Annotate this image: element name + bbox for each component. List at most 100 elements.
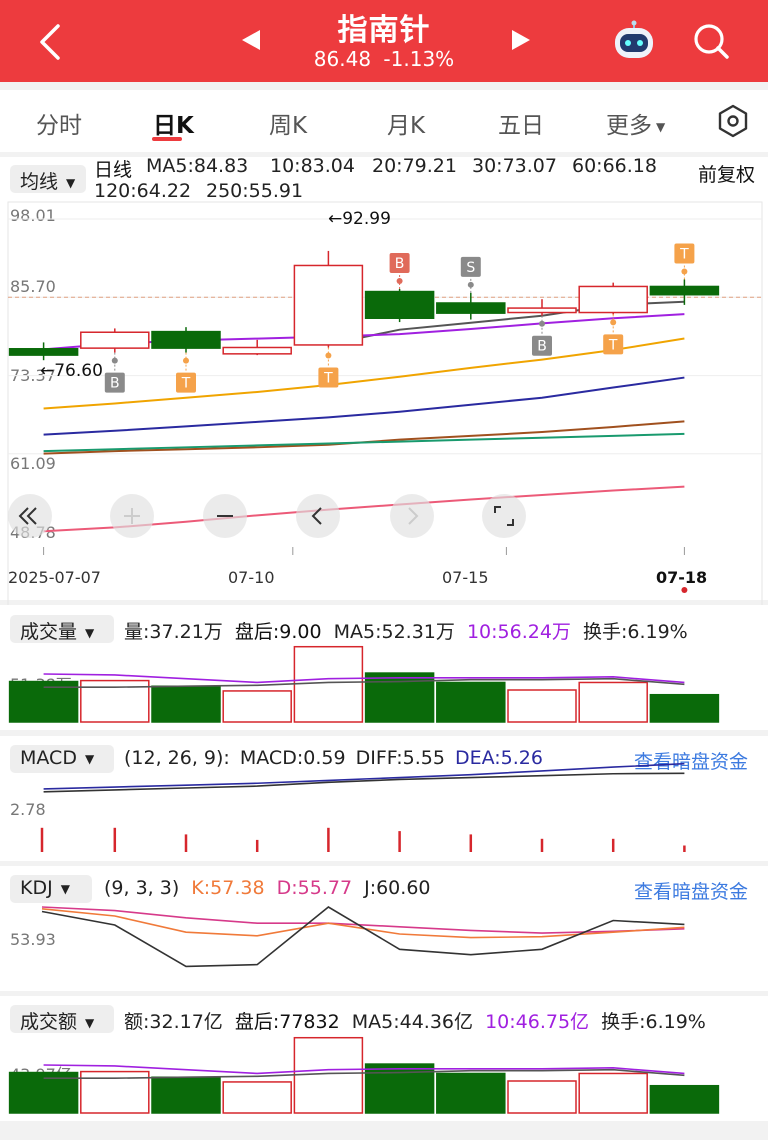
adjust-mode[interactable]: 前复权	[698, 164, 756, 186]
signal-badge	[460, 256, 481, 277]
amount-chart[interactable]	[0, 996, 768, 1121]
high-price-marker: ←92.99	[328, 209, 391, 229]
signal-badge	[104, 372, 125, 393]
tab-daily-k[interactable]: 日K	[153, 113, 194, 139]
amount-ma10: 10:46.75亿	[485, 1011, 590, 1033]
ma250-label: 250:55.91	[206, 180, 304, 202]
signal-label: B	[537, 339, 547, 355]
tab-intraday[interactable]: 分时	[36, 113, 82, 139]
ma20-label: 20:79.21	[372, 155, 457, 177]
amount-ma5: MA5:44.36亿	[351, 1011, 474, 1033]
ma-line-1	[43, 313, 685, 351]
kdj-panel	[0, 866, 768, 991]
back-icon[interactable]	[36, 22, 66, 62]
signal-dot	[325, 352, 332, 359]
macd-selector-label: MACD	[20, 747, 77, 769]
volume-ma10-line	[43, 1064, 685, 1075]
fullscreen-button[interactable]	[482, 494, 526, 538]
kline-chart[interactable]: B T T B S B T T	[0, 157, 768, 713]
kdj-selector[interactable]: KDJ ▼	[10, 875, 92, 903]
candle-down	[436, 302, 506, 314]
volume-bar-down	[8, 680, 79, 723]
volume-bar-up	[507, 1080, 577, 1114]
amount-selector[interactable]: 成交额 ▼	[10, 1005, 114, 1033]
chevron-down-icon: ▼	[656, 119, 666, 134]
tab-weekly-k[interactable]: 周K	[269, 113, 308, 139]
low-price-marker: ←76.60	[40, 361, 103, 381]
amount-stats: 额:32.17亿 盘后:77832 MA5:44.36亿 10:46.75亿 换…	[124, 1007, 706, 1034]
ma120-label: 120:64.22	[94, 180, 192, 202]
macd-selector[interactable]: MACD ▼	[10, 745, 114, 773]
volume-bar-down	[436, 1072, 506, 1114]
chevron-down-icon: ▼	[85, 1015, 95, 1030]
y-tick-2: 85.70	[10, 277, 56, 296]
prev-stock-icon[interactable]	[240, 28, 264, 52]
dark-pool-link-kdj[interactable]: 查看暗盘资金	[634, 881, 749, 903]
settings-hexagon-icon[interactable]	[716, 104, 750, 138]
after-hours-value: 盘后:9.00	[234, 621, 322, 643]
collapse-left-button[interactable]	[8, 494, 52, 538]
amount-turnover: 换手:6.19%	[601, 1011, 706, 1033]
next-stock-icon[interactable]	[508, 28, 532, 52]
signal-dot	[539, 320, 545, 327]
price-change: 86.48 -1.13%	[0, 47, 768, 71]
kdj-chart[interactable]	[0, 866, 768, 991]
current-price: 86.48	[313, 47, 372, 71]
volume-stats: 量:37.21万 盘后:9.00 MA5:52.31万 10:56.24万 换手…	[124, 617, 688, 644]
volume-bar-down	[649, 693, 720, 723]
tab-monthly-k[interactable]: 月K	[387, 113, 426, 139]
zoom-out-button[interactable]	[203, 494, 247, 538]
search-icon[interactable]	[692, 22, 732, 62]
robot-assistant-icon[interactable]	[612, 20, 656, 60]
volume-bar-down	[151, 1076, 221, 1114]
volume-selector-label: 成交量	[20, 621, 78, 643]
zoom-in-button[interactable]	[110, 494, 154, 538]
macd-diff-line	[43, 772, 685, 793]
dark-pool-link[interactable]: 查看暗盘资金	[634, 751, 749, 773]
signal-badge	[532, 335, 552, 356]
candle-down	[151, 330, 221, 349]
volume-bar-down	[8, 1071, 79, 1114]
macd-dea-line	[43, 762, 685, 790]
signal-dot	[396, 278, 403, 285]
volume-bar-up	[578, 681, 648, 723]
signal-label: S	[466, 260, 475, 276]
macd-stats: (12, 26, 9): MACD:0.59 DIFF:5.55 DEA:5.2…	[124, 747, 543, 769]
scroll-left-button[interactable]	[296, 494, 340, 538]
macd-chart[interactable]	[0, 736, 768, 861]
plus-icon	[124, 508, 140, 524]
volume-ma5-line	[43, 677, 685, 688]
minus-icon	[217, 515, 233, 517]
volume-ma10: 10:56.24万	[466, 621, 571, 643]
ma5-label: MA5:84.83	[146, 155, 249, 177]
turnover-rate: 换手:6.19%	[582, 621, 688, 643]
tab-more[interactable]: 更多 ▼	[606, 106, 665, 140]
volume-chart[interactable]	[0, 605, 768, 730]
x-tick-0: 2025-07-07	[8, 568, 101, 587]
y-tick-top: 98.01	[10, 206, 56, 225]
volume-bar-up	[293, 645, 364, 723]
signal-label: T	[323, 370, 333, 386]
x-tick-2: 07-15	[442, 568, 489, 587]
candle-down	[8, 348, 79, 356]
chevron-left-icon	[311, 507, 322, 525]
k-value: K:57.38	[191, 877, 265, 899]
period-tabs: 分时 日K 周K 月K 五日 更多 ▼	[0, 90, 768, 152]
volume-ma5: MA5:52.31万	[333, 621, 455, 643]
volume-bar-up	[222, 690, 292, 723]
tab-five-day[interactable]: 五日	[498, 113, 544, 139]
ma-selector[interactable]: 均线 ▼	[10, 165, 86, 193]
scroll-right-button[interactable]	[390, 494, 434, 538]
ma-line-3	[43, 376, 685, 436]
ma30-label: 30:73.07	[472, 155, 557, 177]
ma10-label: 10:83.04	[270, 155, 355, 177]
double-chevron-left-icon	[18, 507, 37, 525]
volume-value: 量:37.21万	[124, 621, 223, 643]
j-value: J:60.60	[364, 877, 431, 899]
amount-selector-label: 成交额	[20, 1011, 78, 1033]
signal-dot	[681, 268, 688, 275]
volume-selector[interactable]: 成交量 ▼	[10, 615, 114, 643]
signal-badge	[674, 243, 695, 264]
candle-down	[649, 285, 720, 296]
candle-up	[80, 331, 150, 349]
